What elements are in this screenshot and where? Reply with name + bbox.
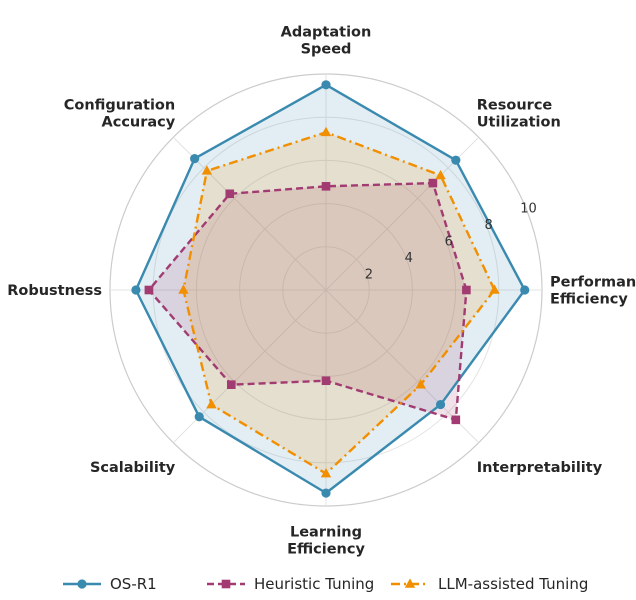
- axis-label-2: Adaptation Speed: [281, 25, 372, 58]
- axis-label-5: Scalability: [90, 460, 176, 476]
- legend-item-2: LLM-assisted Tuning: [391, 575, 588, 593]
- series-fill-0: [135, 84, 525, 494]
- radial-tick-label: 8: [485, 218, 493, 233]
- data-point-0-5: [194, 412, 204, 422]
- radial-tick-label: 2: [365, 267, 373, 282]
- axis-label-0: PerformanceEfficiency: [550, 275, 636, 308]
- radial-tick-label: 6: [445, 234, 453, 249]
- legend-marker: [404, 578, 416, 588]
- axis-labels: PerformanceEfficiency ResourceUtilization…: [7, 25, 636, 558]
- legend-item-1: Heuristic Tuning: [207, 575, 374, 593]
- axis-label-7: Interpretability: [477, 460, 603, 476]
- data-point-0-4: [131, 285, 141, 295]
- radial-tick-label: 10: [520, 201, 537, 216]
- data-point-0-6: [321, 488, 331, 498]
- legend-item-0: OS-R1: [63, 575, 157, 593]
- data-point-2-7: [415, 379, 426, 389]
- legend-marker: [221, 579, 231, 589]
- radial-tick-label: 4: [405, 251, 413, 266]
- data-point-1-3: [225, 189, 235, 199]
- data-point-0-1: [451, 155, 461, 165]
- legend: OS-R1 Heuristic Tuning LLM-assisted Tuning: [63, 575, 588, 593]
- data-point-2-3: [201, 165, 213, 175]
- data-point-1-4: [144, 285, 154, 295]
- data-point-0-3: [190, 154, 200, 164]
- data-point-0-7: [435, 399, 446, 410]
- data-point-1-6: [321, 376, 331, 386]
- series-fill-1: [148, 183, 467, 420]
- radial-tick-labels: 2 4 6 8 10: [365, 201, 537, 282]
- axis-label-3: Configuration Accuracy: [64, 98, 176, 131]
- axis-label-1: Resource Utilization: [477, 98, 561, 131]
- legend-label: LLM-assisted Tuning: [438, 575, 588, 593]
- data-point-1-0: [462, 285, 471, 295]
- data-point-0-2: [321, 80, 331, 90]
- series-markers: [131, 80, 530, 498]
- data-point-2-2: [320, 126, 332, 137]
- data-point-1-2: [321, 182, 331, 191]
- data-point-2-1: [435, 169, 446, 180]
- data-point-1-1: [428, 178, 438, 188]
- data-point-1-7: [451, 415, 461, 425]
- legend-marker: [77, 579, 87, 589]
- legend-label: Heuristic Tuning: [254, 575, 374, 593]
- data-point-2-4: [178, 284, 189, 294]
- data-point-2-0: [489, 284, 500, 294]
- axis-label-4: Robustness: [7, 283, 102, 299]
- data-point-2-5: [206, 398, 217, 409]
- data-point-1-5: [227, 380, 236, 389]
- axis-spoke-3: [172, 136, 327, 291]
- data-point-2-6: [320, 468, 332, 478]
- data-point-0-0: [520, 285, 530, 295]
- legend-label: OS-R1: [110, 575, 157, 593]
- axis-label-6: Learning Efficiency: [287, 525, 365, 558]
